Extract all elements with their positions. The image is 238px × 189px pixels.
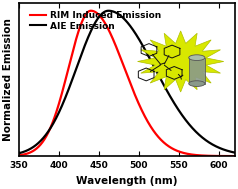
FancyBboxPatch shape [189, 58, 205, 84]
Ellipse shape [189, 81, 205, 86]
RIM Induced Emission [123, 66, 125, 68]
AIE Emission [227, 150, 230, 152]
AIE Emission [227, 150, 230, 152]
AIE Emission [233, 151, 236, 154]
AIE Emission [187, 123, 190, 125]
Line: RIM Induced Emission: RIM Induced Emission [19, 11, 234, 156]
AIE Emission [107, 10, 110, 12]
RIM Induced Emission [29, 151, 31, 154]
RIM Induced Emission [187, 153, 190, 155]
Y-axis label: Normalized Emission: Normalized Emission [4, 18, 14, 141]
RIM Induced Emission [233, 155, 236, 157]
Legend: RIM Induced Emission, AIE Emission: RIM Induced Emission, AIE Emission [28, 9, 163, 33]
AIE Emission [18, 152, 20, 154]
AIE Emission [117, 13, 120, 15]
RIM Induced Emission [89, 10, 92, 12]
RIM Induced Emission [227, 155, 230, 157]
RIM Induced Emission [18, 154, 20, 156]
AIE Emission [123, 18, 125, 20]
Line: AIE Emission: AIE Emission [19, 11, 234, 153]
RIM Induced Emission [227, 155, 230, 157]
AIE Emission [29, 148, 31, 150]
X-axis label: Wavelength (nm): Wavelength (nm) [76, 176, 178, 186]
RIM Induced Emission [117, 51, 120, 53]
Ellipse shape [189, 55, 205, 60]
Polygon shape [138, 31, 224, 92]
